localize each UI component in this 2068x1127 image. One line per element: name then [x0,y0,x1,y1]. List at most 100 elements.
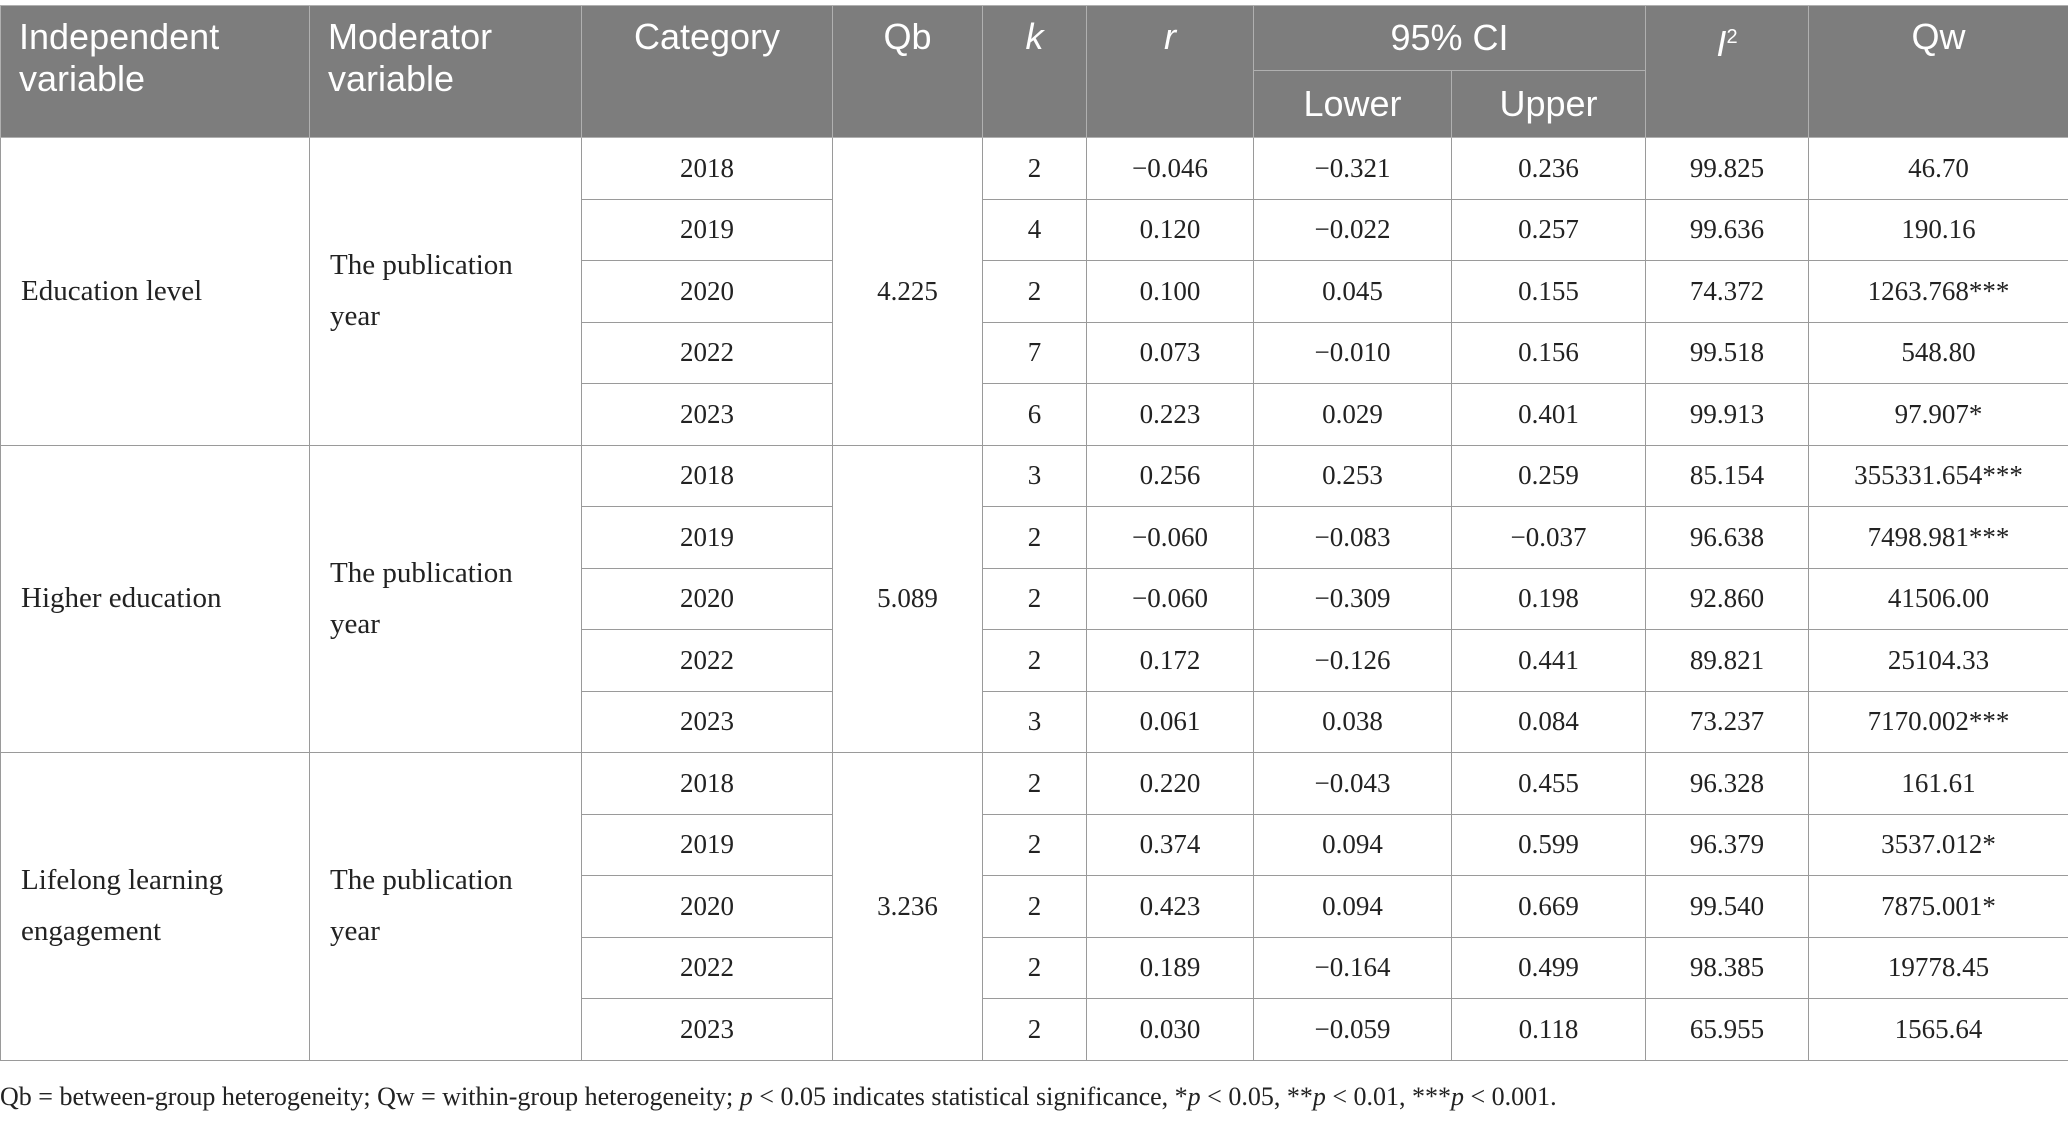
cell-category: 2022 [581,321,833,384]
cell-ci-upper: 0.441 [1451,629,1646,692]
cell-i-squared: 92.860 [1645,567,1809,630]
cell-r: −0.046 [1086,137,1254,200]
cell-category: 2023 [581,690,833,753]
header-95-ci: 95% CI [1253,5,1646,71]
cell-qw: 1565.64 [1808,998,2068,1061]
footnote-text-5: < 0.001. [1464,1082,1557,1111]
footnote-text-3: < 0.05, ** [1200,1082,1313,1111]
cell-category: 2023 [581,383,833,446]
header-category: Category [581,5,833,138]
cell-qb: 4.225 [832,137,983,446]
cell-qw: 7170.002*** [1808,690,2068,753]
table-body: Education level The publication year 2018 4… [0,137,2068,1061]
cell-i-squared: 73.237 [1645,690,1809,753]
footnote-p-symbol-2: p [1187,1082,1201,1111]
cell-category: 2022 [581,936,833,999]
cell-ci-upper: 0.599 [1451,813,1646,876]
cell-moderator-variable: The publication year [309,137,582,446]
cell-r: −0.060 [1086,506,1254,569]
footnote-p-symbol-3: p [1312,1082,1326,1111]
cell-qw: 7875.001* [1808,875,2068,938]
cell-r: −0.060 [1086,567,1254,630]
table-row: Education level The publication year 2018 4… [0,137,2068,446]
cell-k: 4 [982,198,1087,261]
header-ci-lower: Lower [1253,70,1452,138]
cell-qw: 1263.768*** [1808,260,2068,323]
cell-qw: 190.16 [1808,198,2068,261]
cell-ci-lower: −0.010 [1253,321,1452,384]
cell-ci-upper: 0.257 [1451,198,1646,261]
cell-ci-lower: −0.043 [1253,752,1452,815]
cell-r: 0.061 [1086,690,1254,753]
cell-moderator-variable: The publication year [309,752,582,1061]
header-qb: Qb [832,5,983,138]
cell-k: 3 [982,444,1087,507]
cell-i-squared: 99.518 [1645,321,1809,384]
cell-r: 0.030 [1086,998,1254,1061]
cell-qw: 97.907* [1808,383,2068,446]
footnote-p-symbol-1: p [739,1082,753,1111]
cell-ci-upper: 0.156 [1451,321,1646,384]
table-row: 2020 2 0.423 0.094 0.669 99.540 7875.001* [1,875,2068,938]
cell-ci-lower: −0.022 [1253,198,1452,261]
cell-i-squared: 89.821 [1645,629,1809,692]
cell-qb: 5.089 [832,444,983,753]
footnote-text-2: < 0.05 indicates statistical significanc… [752,1082,1188,1111]
footnote-text-4: < 0.01, *** [1325,1082,1452,1111]
cell-k: 7 [982,321,1087,384]
cell-r: 0.374 [1086,813,1254,876]
header-r: r [1086,5,1254,138]
cell-ci-upper: 0.401 [1451,383,1646,446]
cell-category: 2020 [581,567,833,630]
table-row: 2020 2 −0.060 −0.309 0.198 92.860 41506.00 [1,567,2068,630]
cell-qw: 3537.012* [1808,813,2068,876]
cell-ci-upper: 0.499 [1451,936,1646,999]
cell-r: 0.073 [1086,321,1254,384]
header-moderator-variable: Moderator variable [309,5,582,138]
cell-i-squared: 99.825 [1645,137,1809,200]
cell-independent-variable: Education level [0,137,310,446]
cell-ci-upper: 0.259 [1451,444,1646,507]
cell-category: 2018 [581,137,833,200]
cell-qw: 355331.654*** [1808,444,2068,507]
cell-ci-upper: 0.155 [1451,260,1646,323]
cell-ci-upper: 0.118 [1451,998,1646,1061]
table-header: Independent variable Moderator variable … [0,5,2068,138]
cell-ci-upper: −0.037 [1451,506,1646,569]
cell-k: 2 [982,629,1087,692]
cell-i-squared: 99.540 [1645,875,1809,938]
table-row: 2023 6 0.223 0.029 0.401 99.913 97.907* [1,383,2068,446]
cell-r: 0.172 [1086,629,1254,692]
cell-qw: 41506.00 [1808,567,2068,630]
cell-k: 2 [982,875,1087,938]
cell-ci-lower: −0.083 [1253,506,1452,569]
header-i-squared-superscript: 2 [1726,26,1738,48]
cell-k: 2 [982,137,1087,200]
table-row: 2020 2 0.100 0.045 0.155 74.372 1263.768*** [1,260,2068,323]
table-row: 2022 2 0.172 −0.126 0.441 89.821 25104.33 [1,629,2068,692]
cell-category: 2023 [581,998,833,1061]
cell-category: 2020 [581,875,833,938]
cell-i-squared: 96.328 [1645,752,1809,815]
cell-r: 0.223 [1086,383,1254,446]
cell-i-squared: 74.372 [1645,260,1809,323]
cell-ci-upper: 0.084 [1451,690,1646,753]
cell-qw: 161.61 [1808,752,2068,815]
table-row: 2022 2 0.189 −0.164 0.499 98.385 19778.45 [1,936,2068,999]
cell-ci-upper: 0.236 [1451,137,1646,200]
header-i-squared-letter: I [1716,23,1727,64]
cell-k: 3 [982,690,1087,753]
cell-ci-lower: −0.126 [1253,629,1452,692]
table-row: 2019 2 0.374 0.094 0.599 96.379 3537.012* [1,813,2068,876]
cell-k: 2 [982,936,1087,999]
cell-ci-lower: 0.094 [1253,813,1452,876]
cell-i-squared: 85.154 [1645,444,1809,507]
cell-i-squared: 99.636 [1645,198,1809,261]
cell-qw: 25104.33 [1808,629,2068,692]
cell-category: 2018 [581,752,833,815]
cell-r: 0.256 [1086,444,1254,507]
cell-category: 2019 [581,506,833,569]
cell-r: 0.189 [1086,936,1254,999]
cell-ci-lower: 0.029 [1253,383,1452,446]
header-qw: Qw [1808,5,2068,138]
